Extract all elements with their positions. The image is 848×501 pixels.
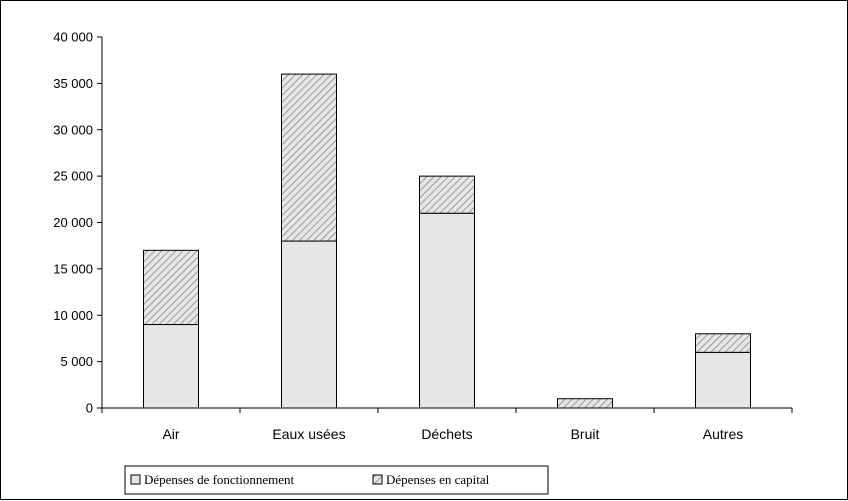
x-category-label: Autres	[703, 426, 743, 442]
bar-operating-expenses	[143, 324, 199, 409]
legend-label: Dépenses de fonctionnement	[144, 472, 295, 487]
y-tick-label: 0	[86, 401, 93, 416]
bar-operating-expenses	[419, 212, 475, 409]
x-category-label: Bruit	[571, 426, 600, 442]
y-tick-label: 20 000	[53, 215, 93, 230]
bars	[143, 73, 751, 409]
bar-operating-expenses	[281, 240, 337, 409]
legend-label: Dépenses en capital	[386, 472, 490, 487]
legend-swatch	[130, 474, 141, 485]
x-axis: Air Eaux usées Déchets Bruit Autres	[101, 407, 793, 442]
y-tick-label: 15 000	[53, 261, 93, 276]
x-category-label: Eaux usées	[272, 426, 345, 442]
y-tick-label: 30 000	[53, 122, 93, 137]
bar-capital-expenses	[143, 249, 199, 326]
y-tick-label: 35 000	[53, 76, 93, 91]
bar-capital-expenses	[557, 398, 613, 409]
bar-operating-expenses	[695, 351, 751, 409]
bar-capital-expenses	[695, 333, 751, 353]
y-axis: 0 5 000 10 000 15 000 20 000 25 000 30 000 35 0…	[53, 30, 103, 416]
y-tick-label: 5 000	[60, 354, 93, 369]
x-category-label: Déchets	[421, 426, 472, 442]
x-category-label: Air	[162, 426, 179, 442]
y-tick-label: 25 000	[53, 169, 93, 184]
legend-swatch	[372, 474, 383, 485]
legend-box	[124, 465, 549, 495]
bar-capital-expenses	[281, 73, 337, 242]
bar-capital-expenses	[419, 175, 475, 214]
y-tick-label: 10 000	[53, 308, 93, 323]
y-tick-label: 40 000	[53, 30, 93, 45]
legend: Dépenses de fonctionnement Dépenses en ca…	[124, 465, 549, 495]
